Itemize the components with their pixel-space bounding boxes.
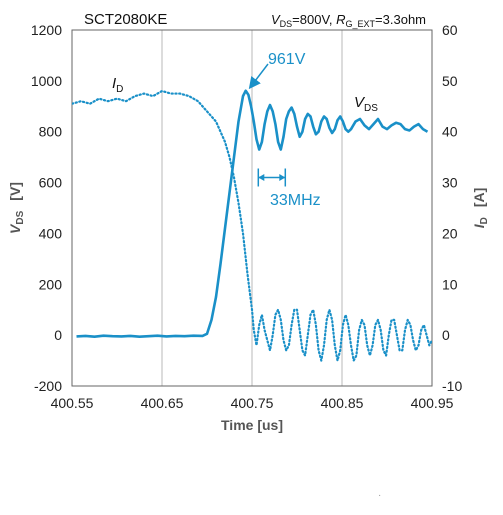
y-left-axis-title: VDS[V]: [7, 182, 26, 234]
y-left-tick-label-7: 1200: [31, 22, 62, 38]
gridlines: [71, 30, 433, 386]
y-right-tick-label-0: -10: [442, 378, 462, 394]
y-left-tick-label-0: -200: [34, 378, 62, 394]
x-tick-label-2: 400.75: [231, 395, 274, 411]
x-tick-label-0: 400.55: [51, 395, 94, 411]
y-right-tick-label-4: 30: [442, 175, 458, 191]
y-left-tick-label-6: 1000: [31, 73, 62, 89]
x-tick-label-4: 400.95: [411, 395, 454, 411]
peak-voltage-label: 961V: [268, 51, 306, 68]
y-right-tick-label-1: 0: [442, 327, 450, 343]
freq-arrow-left: [258, 173, 265, 181]
plot-frame: [71, 29, 433, 387]
y-right-tick-labels: -10 0 10 20 30 40 50 60: [442, 22, 462, 394]
y-left-tick-labels: -200 0 200 400 600 800 1000 1200: [31, 22, 62, 394]
y-right-tick-label-7: 60: [442, 22, 458, 38]
series-vds-line: [76, 89, 429, 338]
y-left-tick-label-4: 600: [39, 175, 63, 191]
frequency-marker: [257, 168, 287, 187]
y-right-tick-label-3: 20: [442, 225, 458, 241]
series-layer: [72, 89, 432, 362]
x-tick-label-1: 400.65: [141, 395, 184, 411]
y-right-tick-label-2: 10: [442, 276, 458, 292]
test-conditions: VDS=800V, RG_EXT=3.3ohm: [271, 12, 426, 29]
peak-arrow: [248, 63, 269, 90]
frequency-label: 33MHz: [270, 192, 321, 209]
freq-arrow-right: [279, 173, 286, 181]
y-right-tick-label-5: 40: [442, 124, 458, 140]
x-axis-title: Time [us]: [221, 417, 283, 433]
y-left-tick-label-3: 400: [39, 225, 63, 241]
y-left-tick-label-2: 200: [39, 276, 63, 292]
x-tick-label-3: 400.85: [321, 395, 364, 411]
series-id-line: [72, 89, 432, 362]
id-series-label: ID: [112, 75, 123, 95]
y-left-tick-label-5: 800: [39, 124, 63, 140]
y-left-tick-label-1: 0: [54, 327, 62, 343]
vds-series-label: VDS: [354, 94, 378, 114]
footer-mark: ·: [378, 490, 381, 501]
x-tick-labels: 400.55 400.65 400.75 400.85 400.95: [51, 395, 454, 411]
chart-title: SCT2080KE: [84, 11, 167, 28]
y-right-axis-title: ID[A]: [471, 188, 490, 229]
y-right-tick-label-6: 50: [442, 73, 458, 89]
